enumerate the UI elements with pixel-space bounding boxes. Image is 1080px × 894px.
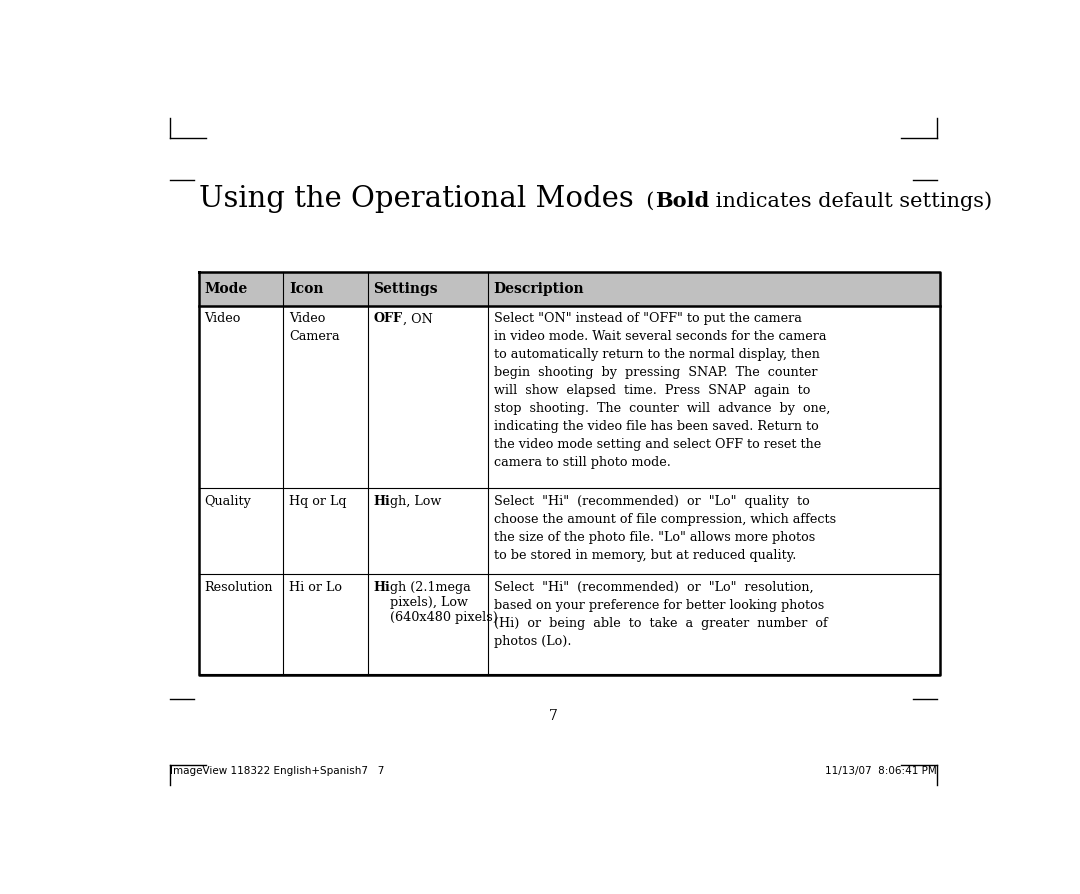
Text: Hi: Hi — [374, 495, 390, 508]
Text: Hi or Lo: Hi or Lo — [289, 581, 342, 594]
Text: Select "ON" instead of "OFF" to put the camera
in video mode. Wait several secon: Select "ON" instead of "OFF" to put the … — [494, 312, 831, 469]
Text: Description: Description — [494, 282, 584, 296]
Text: , ON: , ON — [403, 312, 432, 325]
Text: Settings: Settings — [374, 282, 438, 296]
Text: Hq or Lq: Hq or Lq — [289, 495, 347, 508]
Text: (: ( — [633, 192, 654, 211]
Text: Select  "Hi"  (recommended)  or  "Lo"  resolution,
based on your preference for : Select "Hi" (recommended) or "Lo" resolu… — [494, 581, 827, 648]
Text: Quality: Quality — [204, 495, 252, 508]
Text: Icon: Icon — [289, 282, 324, 296]
Text: indicates default settings): indicates default settings) — [708, 191, 993, 211]
Text: Video: Video — [204, 312, 241, 325]
Text: Mode: Mode — [204, 282, 247, 296]
Text: Hi: Hi — [374, 581, 390, 594]
Text: ImageView 118322 English+Spanish7   7: ImageView 118322 English+Spanish7 7 — [171, 766, 384, 776]
Text: Bold: Bold — [654, 191, 708, 211]
Text: gh, Low: gh, Low — [390, 495, 442, 508]
Text: Using the Operational Modes: Using the Operational Modes — [199, 185, 633, 213]
Text: Select  "Hi"  (recommended)  or  "Lo"  quality  to
choose the amount of file com: Select "Hi" (recommended) or "Lo" qualit… — [494, 495, 836, 561]
Text: OFF: OFF — [374, 312, 403, 325]
Text: 11/13/07  8:06:41 PM: 11/13/07 8:06:41 PM — [825, 766, 936, 776]
Text: Video
Camera: Video Camera — [289, 312, 339, 343]
Text: 7: 7 — [549, 710, 558, 723]
Bar — [199, 273, 941, 306]
Text: Resolution: Resolution — [204, 581, 273, 594]
Text: gh (2.1mega
pixels), Low
(640x480 pixels): gh (2.1mega pixels), Low (640x480 pixels… — [390, 581, 498, 624]
